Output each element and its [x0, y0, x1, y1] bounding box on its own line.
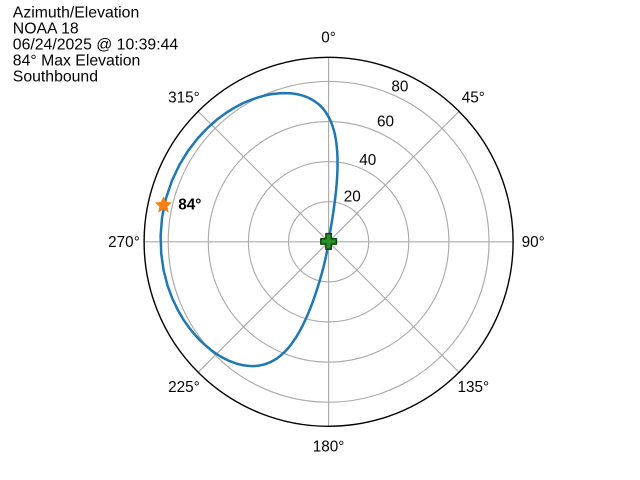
svg-text:0°: 0°	[321, 30, 336, 47]
svg-text:45°: 45°	[462, 89, 485, 106]
svg-text:135°: 135°	[457, 379, 489, 396]
svg-text:84° Max Elevation: 84° Max Elevation	[13, 53, 141, 70]
svg-text:225°: 225°	[168, 379, 200, 396]
svg-text:40: 40	[359, 152, 376, 169]
svg-text:80: 80	[391, 79, 408, 96]
svg-text:06/24/2025 @ 10:39:44: 06/24/2025 @ 10:39:44	[13, 37, 179, 54]
svg-text:270°: 270°	[108, 234, 140, 251]
svg-text:20: 20	[344, 188, 361, 205]
svg-text:Southbound: Southbound	[13, 69, 98, 86]
svg-text:84°: 84°	[178, 197, 201, 214]
svg-text:180°: 180°	[313, 439, 345, 456]
svg-text:60: 60	[377, 114, 394, 131]
svg-text:NOAA 18: NOAA 18	[13, 21, 79, 38]
svg-text:Azimuth/Elevation: Azimuth/Elevation	[13, 5, 139, 22]
svg-text:315°: 315°	[168, 89, 200, 106]
svg-text:90°: 90°	[522, 234, 545, 251]
